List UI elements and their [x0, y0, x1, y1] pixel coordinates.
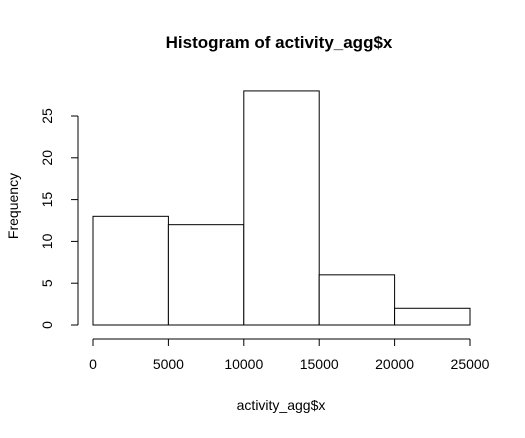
histogram-bar	[394, 307, 471, 326]
histogram-bar	[318, 274, 396, 326]
x-tick-label: 0	[89, 356, 97, 372]
histogram-bar	[243, 90, 320, 326]
y-tick-label: 20	[39, 150, 55, 166]
histogram-bar	[167, 224, 245, 326]
x-axis-label: activity_agg$x	[237, 397, 326, 413]
y-axis-label: Frequency	[5, 173, 21, 239]
chart-title: Histogram of activity_agg$x	[166, 33, 393, 52]
y-axis: 0 5 10 15 20 25	[39, 108, 79, 329]
x-tick-label: 25000	[451, 356, 490, 372]
x-tick-label: 10000	[224, 356, 263, 372]
bars	[92, 90, 471, 326]
histogram-bar	[92, 215, 169, 326]
y-tick-label: 25	[39, 108, 55, 124]
x-tick-label: 15000	[300, 356, 339, 372]
y-tick-label: 5	[39, 279, 55, 287]
y-tick-label: 10	[39, 233, 55, 249]
x-axis: 0 5000 10000 15000 20000 25000	[89, 338, 490, 372]
y-tick-label: 0	[39, 321, 55, 329]
x-tick-label: 5000	[153, 356, 184, 372]
y-tick-label: 15	[39, 192, 55, 208]
x-tick-label: 20000	[375, 356, 414, 372]
